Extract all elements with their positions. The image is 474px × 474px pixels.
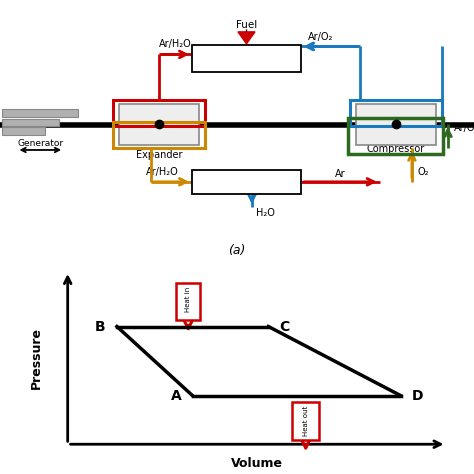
Bar bbox=[2, 109, 78, 117]
Text: Compressor: Compressor bbox=[367, 145, 425, 155]
Bar bbox=[118, 103, 199, 145]
Text: Volume: Volume bbox=[231, 456, 283, 470]
Text: Ar: Ar bbox=[335, 169, 346, 179]
Text: Pressure: Pressure bbox=[30, 327, 43, 389]
Text: Expander: Expander bbox=[136, 150, 182, 160]
Text: Ar/H₂O: Ar/H₂O bbox=[146, 167, 179, 177]
Text: D: D bbox=[412, 389, 424, 403]
Text: Fuel: Fuel bbox=[236, 20, 257, 30]
Text: A: A bbox=[171, 389, 182, 403]
Bar bbox=[348, 118, 443, 154]
Text: C: C bbox=[280, 319, 290, 334]
Bar bbox=[292, 402, 319, 439]
Text: Heat in: Heat in bbox=[185, 287, 191, 312]
Text: H₂O: H₂O bbox=[256, 209, 274, 219]
Text: Ar/O₂: Ar/O₂ bbox=[308, 32, 334, 42]
Bar bbox=[192, 170, 301, 194]
Text: Generator: Generator bbox=[17, 139, 64, 148]
Bar bbox=[192, 45, 301, 72]
Text: O₂: O₂ bbox=[418, 166, 429, 176]
Text: B: B bbox=[95, 319, 106, 334]
Bar bbox=[113, 122, 205, 148]
Bar bbox=[356, 103, 436, 145]
Text: Reactor: Reactor bbox=[227, 54, 266, 64]
Text: Condenser: Condenser bbox=[219, 177, 274, 187]
Text: Ar/O₂: Ar/O₂ bbox=[454, 123, 474, 133]
Text: Heat out: Heat out bbox=[303, 406, 309, 436]
Bar bbox=[350, 100, 442, 126]
Text: (a): (a) bbox=[228, 244, 246, 257]
Bar bbox=[2, 118, 59, 126]
Bar bbox=[176, 283, 201, 320]
Bar bbox=[2, 128, 45, 135]
Polygon shape bbox=[238, 32, 255, 44]
Bar bbox=[113, 100, 205, 126]
Text: Ar/H₂O: Ar/H₂O bbox=[159, 38, 192, 48]
